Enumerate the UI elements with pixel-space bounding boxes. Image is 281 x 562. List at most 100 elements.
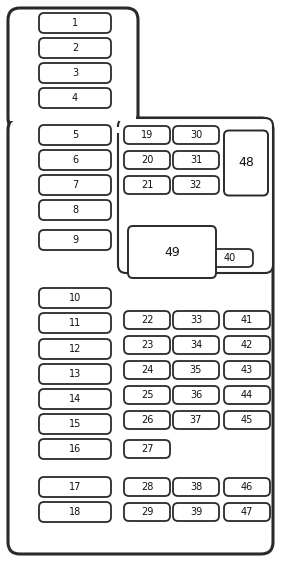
- FancyBboxPatch shape: [224, 503, 270, 521]
- Text: 33: 33: [190, 315, 202, 325]
- FancyBboxPatch shape: [224, 411, 270, 429]
- FancyBboxPatch shape: [124, 503, 170, 521]
- FancyBboxPatch shape: [118, 118, 273, 273]
- FancyBboxPatch shape: [8, 8, 138, 130]
- FancyBboxPatch shape: [124, 336, 170, 354]
- FancyBboxPatch shape: [224, 386, 270, 404]
- Text: 48: 48: [238, 156, 254, 170]
- Text: 45: 45: [241, 415, 253, 425]
- FancyBboxPatch shape: [124, 478, 170, 496]
- FancyBboxPatch shape: [39, 439, 111, 459]
- Text: 9: 9: [72, 235, 78, 245]
- Text: 12: 12: [69, 344, 81, 354]
- Text: 43: 43: [241, 365, 253, 375]
- Text: 24: 24: [141, 365, 153, 375]
- Text: 1: 1: [72, 18, 78, 28]
- FancyBboxPatch shape: [124, 126, 170, 144]
- FancyBboxPatch shape: [173, 311, 219, 329]
- FancyBboxPatch shape: [39, 313, 111, 333]
- FancyBboxPatch shape: [173, 151, 219, 169]
- Text: 29: 29: [141, 507, 153, 517]
- FancyBboxPatch shape: [39, 175, 111, 195]
- Text: 31: 31: [190, 155, 202, 165]
- FancyBboxPatch shape: [39, 477, 111, 497]
- Text: 17: 17: [69, 482, 81, 492]
- FancyBboxPatch shape: [224, 361, 270, 379]
- FancyBboxPatch shape: [173, 176, 219, 194]
- FancyBboxPatch shape: [173, 361, 219, 379]
- Text: 6: 6: [72, 155, 78, 165]
- Text: 41: 41: [241, 315, 253, 325]
- FancyBboxPatch shape: [8, 118, 273, 554]
- FancyBboxPatch shape: [173, 336, 219, 354]
- Text: 4: 4: [72, 93, 78, 103]
- FancyBboxPatch shape: [124, 440, 170, 458]
- Text: 19: 19: [141, 130, 153, 140]
- Text: 47: 47: [241, 507, 253, 517]
- Bar: [10, 115, 136, 121]
- FancyBboxPatch shape: [173, 478, 219, 496]
- Text: 22: 22: [141, 315, 153, 325]
- FancyBboxPatch shape: [124, 311, 170, 329]
- Text: 42: 42: [241, 340, 253, 350]
- Text: 7: 7: [72, 180, 78, 190]
- Text: 3: 3: [72, 68, 78, 78]
- Text: 13: 13: [69, 369, 81, 379]
- Text: 14: 14: [69, 394, 81, 404]
- FancyBboxPatch shape: [39, 288, 111, 308]
- Text: 44: 44: [241, 390, 253, 400]
- FancyBboxPatch shape: [124, 151, 170, 169]
- Text: 37: 37: [190, 415, 202, 425]
- FancyBboxPatch shape: [39, 364, 111, 384]
- Text: 49: 49: [164, 246, 180, 259]
- Text: 8: 8: [72, 205, 78, 215]
- FancyBboxPatch shape: [39, 230, 111, 250]
- FancyBboxPatch shape: [173, 411, 219, 429]
- Text: 36: 36: [190, 390, 202, 400]
- Text: 35: 35: [190, 365, 202, 375]
- Text: 21: 21: [141, 180, 153, 190]
- Text: 34: 34: [190, 340, 202, 350]
- FancyBboxPatch shape: [124, 411, 170, 429]
- FancyBboxPatch shape: [207, 249, 253, 267]
- Text: 28: 28: [141, 482, 153, 492]
- FancyBboxPatch shape: [224, 336, 270, 354]
- FancyBboxPatch shape: [39, 63, 111, 83]
- Text: 5: 5: [72, 130, 78, 140]
- FancyBboxPatch shape: [124, 176, 170, 194]
- FancyBboxPatch shape: [39, 389, 111, 409]
- Text: 32: 32: [190, 180, 202, 190]
- Text: 16: 16: [69, 444, 81, 454]
- FancyBboxPatch shape: [224, 130, 268, 196]
- Text: 27: 27: [141, 444, 153, 454]
- FancyBboxPatch shape: [39, 339, 111, 359]
- Text: 11: 11: [69, 318, 81, 328]
- Text: 10: 10: [69, 293, 81, 303]
- Text: 30: 30: [190, 130, 202, 140]
- FancyBboxPatch shape: [128, 226, 216, 278]
- FancyBboxPatch shape: [39, 200, 111, 220]
- Bar: [10, 127, 136, 133]
- Text: 38: 38: [190, 482, 202, 492]
- FancyBboxPatch shape: [39, 38, 111, 58]
- Text: 2: 2: [72, 43, 78, 53]
- Text: 39: 39: [190, 507, 202, 517]
- FancyBboxPatch shape: [224, 311, 270, 329]
- FancyBboxPatch shape: [39, 13, 111, 33]
- FancyBboxPatch shape: [173, 503, 219, 521]
- FancyBboxPatch shape: [124, 386, 170, 404]
- Text: 15: 15: [69, 419, 81, 429]
- FancyBboxPatch shape: [39, 88, 111, 108]
- Text: 20: 20: [141, 155, 153, 165]
- FancyBboxPatch shape: [39, 502, 111, 522]
- FancyBboxPatch shape: [173, 386, 219, 404]
- FancyBboxPatch shape: [224, 478, 270, 496]
- Text: 46: 46: [241, 482, 253, 492]
- Text: 40: 40: [224, 253, 236, 263]
- FancyBboxPatch shape: [39, 125, 111, 145]
- FancyBboxPatch shape: [39, 414, 111, 434]
- Text: 25: 25: [141, 390, 153, 400]
- FancyBboxPatch shape: [124, 361, 170, 379]
- Text: 18: 18: [69, 507, 81, 517]
- Text: 26: 26: [141, 415, 153, 425]
